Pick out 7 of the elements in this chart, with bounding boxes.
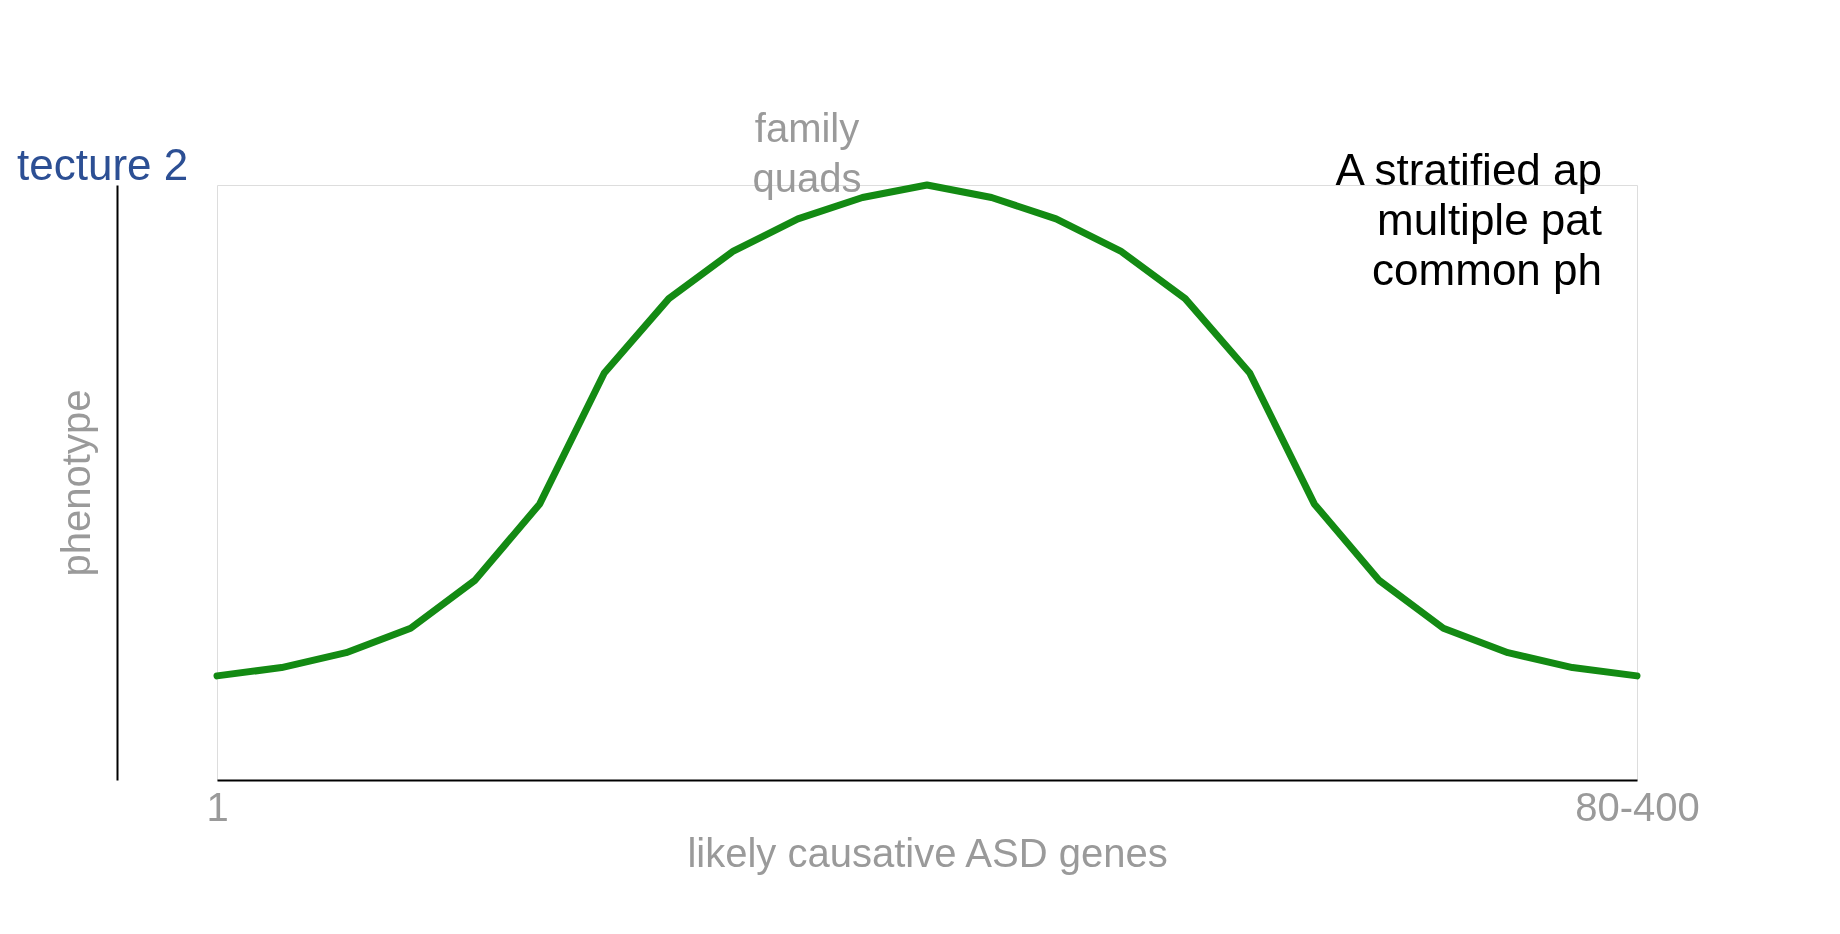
- text: tecture 2: [17, 140, 189, 189]
- y-axis-title: phenotype: [53, 389, 98, 577]
- x-tick-label: 80-400: [1575, 784, 1700, 829]
- x-tick-label: 1: [206, 784, 229, 829]
- annotation: A stratified ap multiple pat common ph: [1335, 145, 1602, 294]
- x-axis-title: likely causative ASD genes: [687, 830, 1168, 875]
- annotation: family quads: [752, 106, 862, 200]
